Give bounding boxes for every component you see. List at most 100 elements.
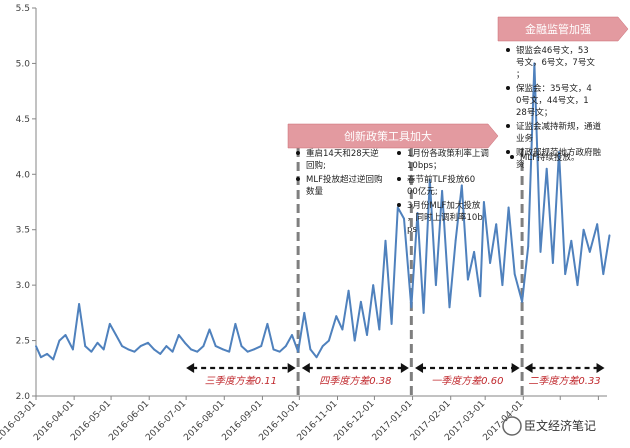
data-point	[46, 352, 48, 355]
data-point	[272, 348, 275, 351]
plot-frame	[35, 8, 607, 397]
data-point	[190, 348, 192, 351]
note-regulation-bullet	[506, 86, 510, 90]
note-q1-bullet	[397, 177, 401, 181]
y-tick-label: 4.0	[16, 170, 31, 180]
y-tick-label: 2.0	[16, 392, 31, 402]
data-point	[228, 350, 231, 353]
data-point	[495, 223, 498, 226]
note-q2-bullet	[510, 155, 514, 159]
data-point	[297, 350, 300, 353]
data-point	[335, 315, 338, 318]
y-tick-label: 5.0	[16, 59, 31, 69]
data-point	[64, 334, 67, 336]
data-point	[378, 328, 381, 331]
data-point	[177, 334, 180, 336]
note-q4-bullet	[296, 177, 300, 181]
data-point	[222, 348, 224, 351]
note-regulation-text: 财政部规范地方政府融	[516, 147, 602, 158]
data-point	[435, 284, 437, 287]
note-q2-text: MLF持续投放。	[520, 152, 579, 163]
data-point	[396, 206, 399, 209]
data-point	[303, 311, 306, 314]
data-point	[278, 350, 281, 353]
banner-regulation-shape	[497, 16, 629, 42]
variance-arrow-left	[186, 363, 195, 373]
data-point	[147, 341, 149, 344]
note-regulation-text: 28号文；	[516, 107, 552, 118]
note-q1-text: 3月份MLF加大投放	[407, 200, 481, 211]
variance-arrow-left	[415, 363, 424, 373]
note-q4-text: MLF投放超过逆回购	[306, 174, 382, 185]
data-point	[582, 228, 585, 231]
data-point	[96, 341, 99, 344]
data-point	[58, 339, 61, 342]
data-point	[208, 328, 211, 331]
variance-arrow-right	[287, 363, 296, 373]
data-point	[327, 339, 330, 342]
data-point	[521, 300, 523, 303]
note-regulation-text: 保监会：35号文，4	[516, 83, 592, 94]
data-point	[159, 352, 162, 355]
data-point	[260, 345, 263, 348]
data-point	[240, 345, 243, 348]
watermark: 臣文经济笔记	[502, 416, 596, 436]
data-point	[321, 345, 324, 348]
y-tick-label: 3.0	[16, 281, 31, 291]
variance-arrow-right	[511, 363, 520, 373]
data-point	[171, 350, 174, 353]
data-point	[422, 311, 425, 314]
variance-arrow-left	[301, 363, 310, 373]
wechat-logo	[502, 416, 522, 436]
note-regulation-text: 号文，6号文，7号文	[516, 57, 595, 68]
data-point	[428, 178, 431, 181]
data-point	[545, 167, 548, 170]
y-tick-label: 5.5	[16, 4, 30, 14]
y-tick-label: 3.5	[16, 226, 30, 236]
data-point	[108, 323, 111, 325]
note-q1-text: 1月份各政策利率上调	[407, 148, 489, 159]
data-point	[410, 306, 413, 309]
note-q1-text: 00亿元;	[407, 186, 438, 197]
note-q1-bullet	[397, 151, 401, 155]
data-point	[72, 348, 74, 351]
data-point	[390, 323, 393, 325]
quarter-divider-lines	[296, 148, 524, 396]
x-axis: 2016-03-012016-04-012016-05-012016-06-01…	[0, 396, 599, 443]
data-point	[234, 323, 237, 325]
note-q4-bullet	[296, 151, 300, 155]
data-point	[366, 334, 368, 336]
variance-label: 一季度方差0.60	[431, 375, 503, 387]
note-q1-text: ps	[407, 225, 417, 235]
y-tick-label: 4.5	[16, 115, 30, 125]
variance-label: 三季度方差0.11	[205, 375, 277, 387]
data-point	[133, 350, 136, 353]
data-point	[416, 212, 419, 214]
note-q4-text: 重启14天和28天逆	[306, 148, 379, 159]
note-regulation-text: ；	[516, 70, 525, 80]
data-point	[184, 341, 186, 344]
data-point	[479, 295, 482, 298]
data-point	[291, 334, 293, 336]
watermark-text: 臣文经济笔记	[524, 418, 596, 433]
data-point	[588, 250, 591, 253]
data-point	[284, 345, 287, 348]
data-point	[576, 284, 579, 287]
data-point	[353, 339, 356, 342]
data-point	[84, 345, 87, 348]
data-point	[608, 234, 611, 237]
data-point	[513, 273, 516, 275]
banner-regulation-label: 金融监管加强	[525, 22, 591, 36]
data-point	[252, 348, 255, 351]
y-axis: 2.0 2.5 3.0 3.5 4.0 4.5 5.0 5.5	[16, 4, 36, 402]
note-q1-text: ，同时上调利率10b	[407, 212, 483, 223]
policy-banners: 创新政策工具加大 金融监管加强	[287, 16, 629, 149]
data-point	[121, 345, 124, 348]
data-point	[460, 184, 463, 187]
data-point	[372, 284, 375, 287]
y-tick-label: 2.5	[16, 337, 30, 347]
data-point	[127, 348, 130, 351]
data-point	[347, 289, 350, 292]
note-regulation-text: 0号文，44号文，1	[516, 95, 589, 106]
data-point	[403, 217, 405, 220]
